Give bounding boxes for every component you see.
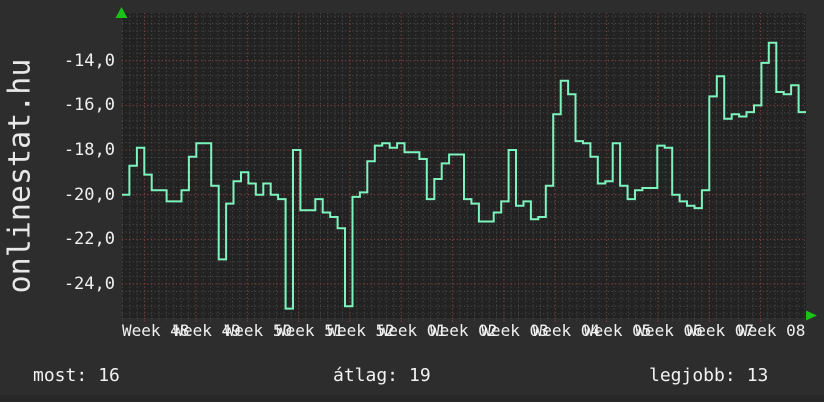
stat-legjobb-value: 13 (746, 365, 769, 386)
stat-most-label: most: (33, 365, 88, 386)
y-tick-label: -24,0 (63, 274, 115, 294)
y-tick-label: -18,0 (63, 140, 115, 161)
axis-arrow-right-icon (806, 310, 817, 321)
x-tick-label: Week 48 (122, 321, 190, 340)
site-watermark: onlinestat.hu (2, 58, 38, 294)
x-tick-label: Week 52 (327, 321, 395, 340)
y-tick-label: -22,0 (63, 229, 115, 250)
x-tick-label: Week 06 (635, 321, 703, 340)
x-tick-label: Week 02 (429, 321, 498, 340)
x-tick-label: Week 49 (173, 321, 241, 340)
series-step-line (122, 41, 806, 310)
x-tick-label: Week 03 (481, 321, 549, 340)
x-tick-label: Week 04 (532, 321, 601, 340)
stat-atlag-value: 19 (409, 365, 431, 386)
stat-legjobb-label: legjobb: (649, 365, 736, 386)
stat-legjobb: legjobb: 13 (649, 365, 768, 387)
stat-atlag: átlag: 19 (333, 365, 431, 387)
stat-most: most: 16 (33, 365, 120, 387)
x-tick-label: Week 01 (378, 321, 447, 340)
x-tick-label: Week 05 (583, 321, 652, 340)
x-tick-label: Week 08 (737, 321, 806, 340)
y-tick-label: -16,0 (63, 95, 115, 116)
y-tick-label: -20,0 (63, 184, 115, 205)
stat-most-value: 16 (98, 365, 120, 386)
bottom-edge-band (0, 395, 824, 402)
stat-atlag-label: átlag: (333, 365, 399, 386)
y-tick-label: -14,0 (63, 50, 115, 71)
x-tick-label: Week 51 (275, 321, 344, 340)
x-tick-label: Week 50 (224, 321, 293, 340)
axis-arrow-up-icon (115, 7, 128, 18)
x-tick-label: Week 07 (686, 321, 755, 340)
